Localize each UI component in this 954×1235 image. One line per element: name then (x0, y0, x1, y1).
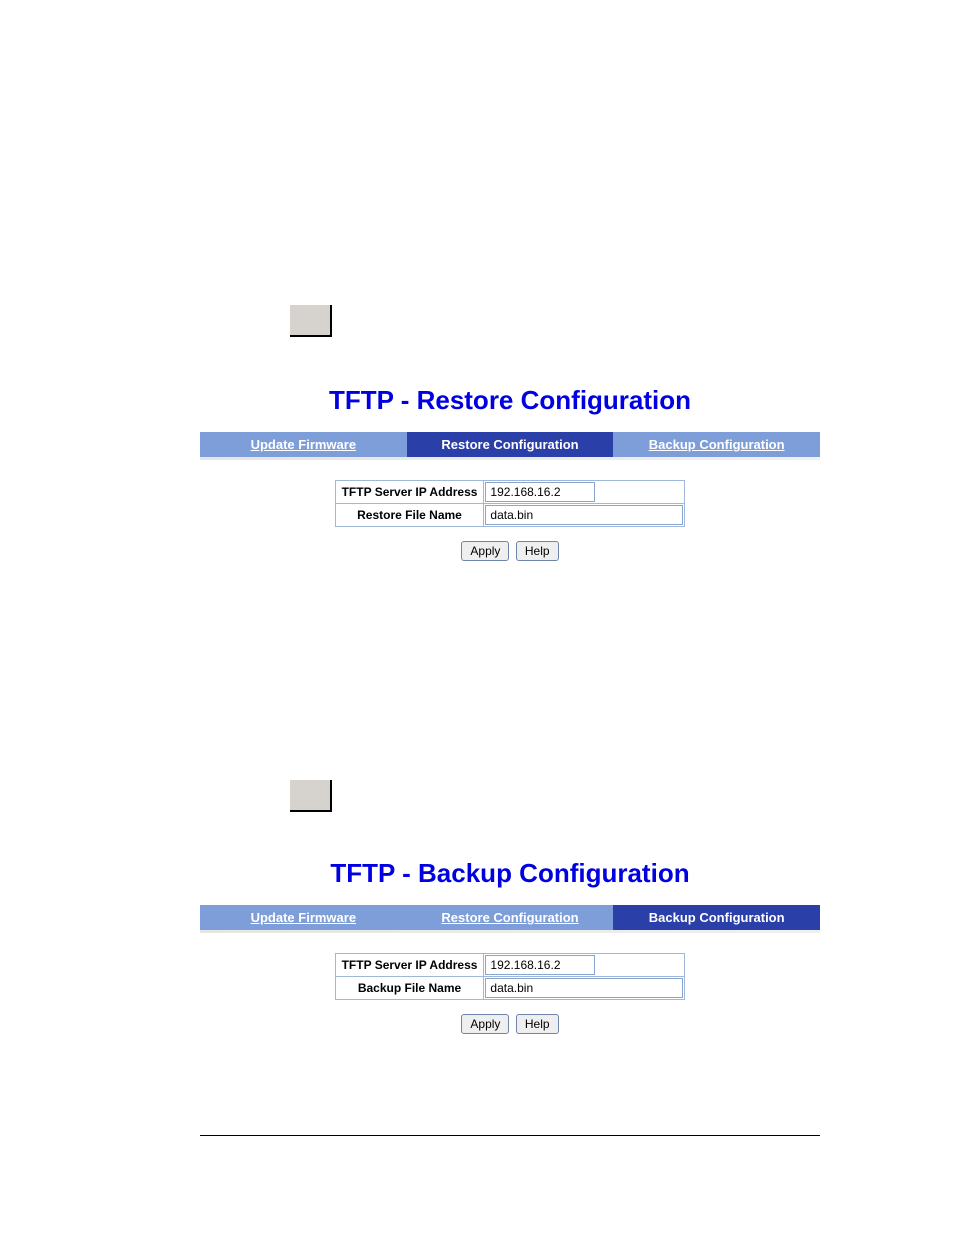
tab-restore-configuration[interactable]: Restore Configuration (407, 905, 614, 930)
table-row: Restore File Name (335, 504, 685, 527)
help-button[interactable]: Help (516, 541, 559, 561)
backup-file-name-input[interactable] (485, 978, 683, 998)
tab-update-firmware[interactable]: Update Firmware (200, 905, 407, 930)
ip-address-label: TFTP Server IP Address (335, 954, 484, 977)
ip-address-input[interactable] (485, 482, 595, 502)
table-row: TFTP Server IP Address (335, 481, 685, 504)
button-row: Apply Help (200, 541, 820, 561)
page: TFTP - Restore Configuration Update Firm… (0, 0, 954, 1235)
backup-panel: TFTP - Backup Configuration Update Firmw… (200, 858, 820, 1034)
apply-button[interactable]: Apply (461, 541, 509, 561)
button-row: Apply Help (200, 1014, 820, 1034)
tab-update-firmware[interactable]: Update Firmware (200, 432, 407, 457)
restore-panel: TFTP - Restore Configuration Update Firm… (200, 385, 820, 561)
grey-box (290, 780, 332, 812)
ip-address-cell (484, 954, 685, 977)
file-name-label: Backup File Name (335, 977, 484, 1000)
table-row: Backup File Name (335, 977, 685, 1000)
grey-box (290, 305, 332, 337)
restore-file-name-input[interactable] (485, 505, 683, 525)
help-button[interactable]: Help (516, 1014, 559, 1034)
tab-backup-configuration[interactable]: Backup Configuration (613, 432, 820, 457)
tabbar-shadow (200, 930, 820, 933)
tab-restore-configuration[interactable]: Restore Configuration (407, 432, 614, 457)
footer-rule (200, 1135, 820, 1136)
file-name-label: Restore File Name (335, 504, 484, 527)
file-name-cell (484, 977, 685, 1000)
tabbar-shadow (200, 457, 820, 460)
file-name-cell (484, 504, 685, 527)
tab-bar: Update Firmware Restore Configuration Ba… (200, 432, 820, 457)
ip-address-cell (484, 481, 685, 504)
tab-bar: Update Firmware Restore Configuration Ba… (200, 905, 820, 930)
page-title-backup: TFTP - Backup Configuration (200, 858, 820, 889)
ip-address-input[interactable] (485, 955, 595, 975)
table-row: TFTP Server IP Address (335, 954, 685, 977)
ip-address-label: TFTP Server IP Address (335, 481, 484, 504)
tab-backup-configuration[interactable]: Backup Configuration (613, 905, 820, 930)
backup-form-table: TFTP Server IP Address Backup File Name (335, 953, 686, 1000)
restore-form-table: TFTP Server IP Address Restore File Name (335, 480, 686, 527)
page-title-restore: TFTP - Restore Configuration (200, 385, 820, 416)
apply-button[interactable]: Apply (461, 1014, 509, 1034)
